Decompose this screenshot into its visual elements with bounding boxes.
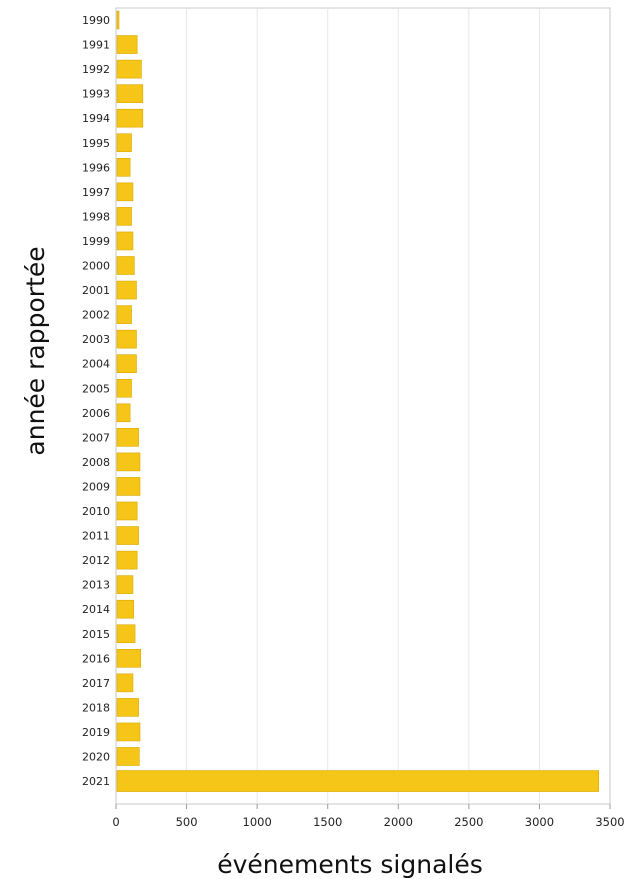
y-tick-label: 1997	[82, 186, 110, 199]
x-tick-labels: 0 500 1000 1500 2000 2500 3000 3500	[112, 815, 624, 829]
y-tick-label: 1996	[82, 161, 110, 174]
bar-1999	[116, 231, 134, 251]
y-tick-label: 2000	[82, 260, 110, 273]
y-tick-label: 2013	[82, 579, 110, 592]
bar-1994	[116, 108, 144, 128]
bar-2003	[116, 329, 137, 349]
y-tick-label: 2015	[82, 628, 110, 641]
y-tick-label: 2007	[82, 431, 110, 444]
bar-1992	[116, 59, 142, 79]
y-tick-label: 2006	[82, 407, 110, 420]
bar-2014	[116, 599, 134, 619]
y-tick-label: 2010	[82, 505, 110, 518]
bar-1993	[116, 84, 144, 103]
bar-2020	[116, 747, 140, 766]
y-tick-label: 2014	[82, 603, 110, 616]
bar-2000	[116, 256, 135, 275]
y-tick-label: 1998	[82, 210, 110, 223]
gridlines	[115, 8, 611, 809]
y-tick-label: 2020	[82, 751, 110, 764]
x-tick-label: 0	[112, 815, 119, 829]
y-tick-label: 1990	[82, 14, 110, 27]
bar-2008	[116, 452, 141, 472]
y-axis-title: année rapportée	[21, 246, 50, 455]
bar-2005	[116, 378, 132, 398]
bar-2004	[116, 354, 137, 374]
x-tick-label: 2000	[384, 815, 413, 829]
bar-2018	[116, 698, 139, 717]
x-axis-title: événements signalés	[217, 850, 483, 879]
bar-2013	[116, 575, 134, 594]
bar-2017	[116, 673, 134, 693]
y-tick-label: 2019	[82, 726, 110, 739]
y-tick-label: 2008	[82, 456, 110, 469]
y-tick-label: 2002	[82, 309, 110, 322]
y-tick-label: 1993	[82, 88, 110, 101]
plot-area	[115, 7, 611, 805]
y-tick-label: 2004	[82, 358, 110, 371]
bar-2016	[116, 648, 142, 668]
bar-1998	[116, 207, 132, 226]
y-tick-label: 2011	[82, 530, 110, 543]
x-tick-label: 500	[176, 815, 198, 829]
x-tick-label: 1500	[313, 815, 342, 829]
y-tick-label: 1992	[82, 63, 110, 76]
y-tick-label: 2009	[82, 480, 110, 493]
bar-2002	[116, 305, 132, 324]
y-tick-labels: 1990 1991 1992 1993 1994 1995 1996 1997 1998 1999…	[82, 14, 110, 788]
x-tick-label: 1000	[243, 815, 272, 829]
bar-1996	[116, 158, 131, 177]
y-tick-label: 2001	[82, 284, 110, 297]
bar-2011	[116, 526, 139, 545]
bar-1997	[116, 182, 134, 202]
bar-2007	[116, 428, 139, 447]
y-tick-label: 2005	[82, 382, 110, 395]
bar-2009	[116, 477, 141, 496]
bar-1995	[116, 133, 132, 153]
y-tick-label: 1999	[82, 235, 110, 248]
bars	[116, 10, 600, 792]
bar-2010	[116, 501, 138, 521]
y-tick-label: 1991	[82, 39, 110, 52]
y-tick-label: 2021	[82, 775, 110, 788]
bar-1990	[116, 10, 120, 30]
bar-2019	[116, 722, 141, 742]
y-tick-label: 1995	[82, 137, 110, 150]
y-tick-label: 2003	[82, 333, 110, 346]
bar-1991	[116, 35, 138, 54]
x-tick-label: 3000	[525, 815, 554, 829]
y-tick-label: 1994	[82, 112, 110, 125]
bar-2021	[116, 770, 600, 792]
bar-2015	[116, 624, 136, 644]
bar-2001	[116, 280, 137, 300]
bar-2012	[116, 550, 138, 570]
x-tick-label: 2500	[454, 815, 483, 829]
y-tick-label: 2016	[82, 652, 110, 665]
bar-2006	[116, 403, 131, 423]
x-tick-label: 3500	[595, 815, 624, 829]
y-tick-label: 2018	[82, 701, 110, 714]
y-tick-label: 2017	[82, 677, 110, 690]
y-tick-label: 2012	[82, 554, 110, 567]
